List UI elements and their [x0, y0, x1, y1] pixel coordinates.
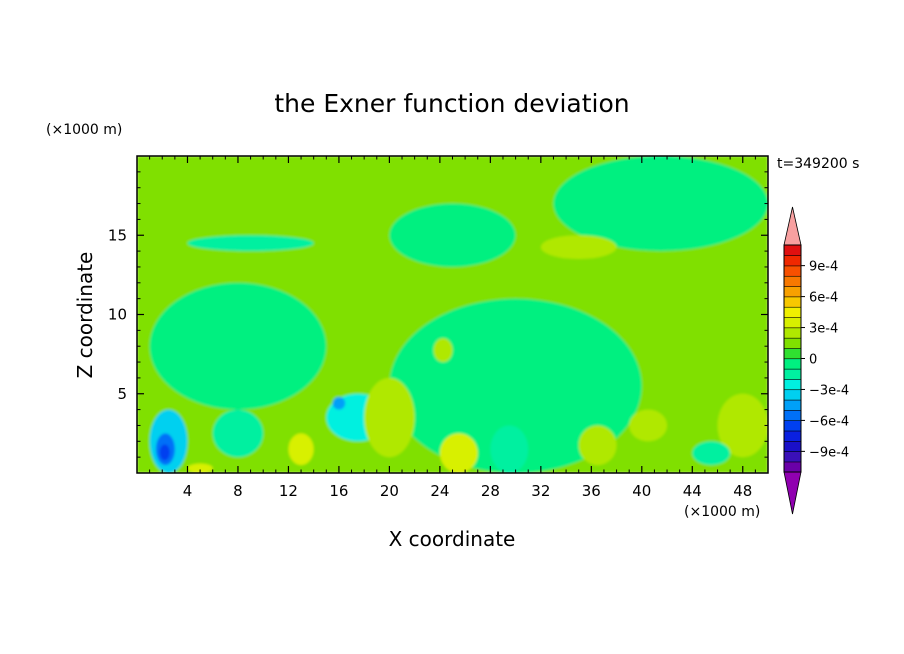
field-region-5: [389, 298, 642, 473]
field-region-15: [288, 433, 314, 466]
colorbar-band: [783, 451, 802, 463]
colorbar-band: [783, 285, 802, 298]
field-region-22: [692, 441, 731, 466]
colorbar-tick-label: 9e-4: [809, 260, 838, 275]
colorbar-tick-label: −9e-4: [809, 445, 849, 460]
colorbar-band: [783, 296, 802, 308]
field-region-20: [629, 409, 668, 442]
colorbar-band: [783, 275, 802, 287]
field-region-17: [439, 433, 478, 473]
y-unit-label: (×1000 m): [46, 122, 122, 138]
y-tick-label: 15: [108, 226, 127, 244]
x-tick-label: 4: [183, 482, 193, 500]
colorbar-band: [783, 244, 802, 256]
colorbar-tick-label: 6e-4: [809, 291, 838, 306]
field-region-6: [553, 156, 768, 252]
field-region-23: [502, 298, 529, 323]
colorbar-band: [783, 399, 802, 411]
field-region-24: [187, 463, 213, 473]
colorbar-band: [783, 358, 802, 370]
colorbar-band: [783, 420, 802, 432]
colorbar-band: [783, 306, 802, 318]
x-tick-label: 28: [481, 482, 500, 500]
field-region-19: [578, 425, 617, 466]
field-region-7: [187, 235, 314, 252]
x-tick-label: 8: [233, 482, 243, 500]
field-region-8: [540, 235, 617, 260]
x-tick-label: 44: [683, 482, 702, 500]
y-axis: 5 10 15: [108, 171, 768, 458]
x-tick-label: 32: [531, 482, 550, 500]
field-region-2: [149, 282, 327, 410]
colorbar-tick-label: 0: [809, 353, 817, 368]
field: [137, 156, 768, 473]
colorbar-band: [783, 316, 802, 329]
colorbar-under-triangle: [783, 471, 802, 515]
colorbar-band: [783, 409, 802, 422]
x-tick-label: 24: [430, 482, 449, 500]
x-axis-label: X coordinate: [389, 527, 516, 551]
y-tick-label: 5: [117, 385, 127, 403]
x-axis: 4 8 12 16 20 24 28 32 36 40 44 48: [149, 156, 756, 500]
field-region-3: [250, 156, 314, 204]
x-tick-label: 48: [733, 482, 752, 500]
x-tick-label: 40: [632, 482, 651, 500]
chart-title: the Exner function deviation: [274, 89, 629, 118]
colorbar-tick-label: −6e-4: [809, 414, 849, 429]
colorbar: 9e-4 6e-4 3e-4 0 −3e-4 −6e-4 −9e-4: [783, 206, 849, 515]
x-tick-label: 36: [582, 482, 601, 500]
colorbar-band: [783, 430, 802, 442]
x-unit-label: (×1000 m): [684, 504, 760, 520]
colorbar-band: [783, 440, 802, 452]
colorbar-band: [783, 337, 802, 349]
field-region-11: [159, 444, 170, 461]
field-region-21: [717, 393, 768, 458]
field-region-16: [364, 377, 415, 458]
x-tick-label: 12: [279, 482, 298, 500]
colorbar-band: [783, 378, 802, 391]
colorbar-band: [783, 368, 802, 380]
field-region-12: [212, 409, 264, 458]
field-region-4: [389, 203, 516, 267]
y-axis-label: Z coordinate: [73, 252, 97, 379]
time-label: t=349200 s: [777, 156, 859, 172]
field-region-25: [433, 338, 453, 363]
colorbar-band: [783, 347, 802, 360]
field-region-18: [490, 425, 529, 473]
colorbar-tick-label: −3e-4: [809, 383, 849, 398]
colorbar-band: [783, 265, 802, 277]
colorbar-tick-label: 3e-4: [809, 322, 838, 337]
colorbar-band: [783, 255, 802, 267]
colorbar-band: [783, 461, 802, 473]
colorbar-band: [783, 389, 802, 401]
colorbar-band: [783, 327, 802, 339]
x-tick-label: 16: [329, 482, 348, 500]
y-tick-label: 10: [108, 306, 127, 324]
x-tick-label: 20: [380, 482, 399, 500]
field-region-14: [332, 396, 346, 410]
colorbar-over-triangle: [783, 206, 802, 246]
